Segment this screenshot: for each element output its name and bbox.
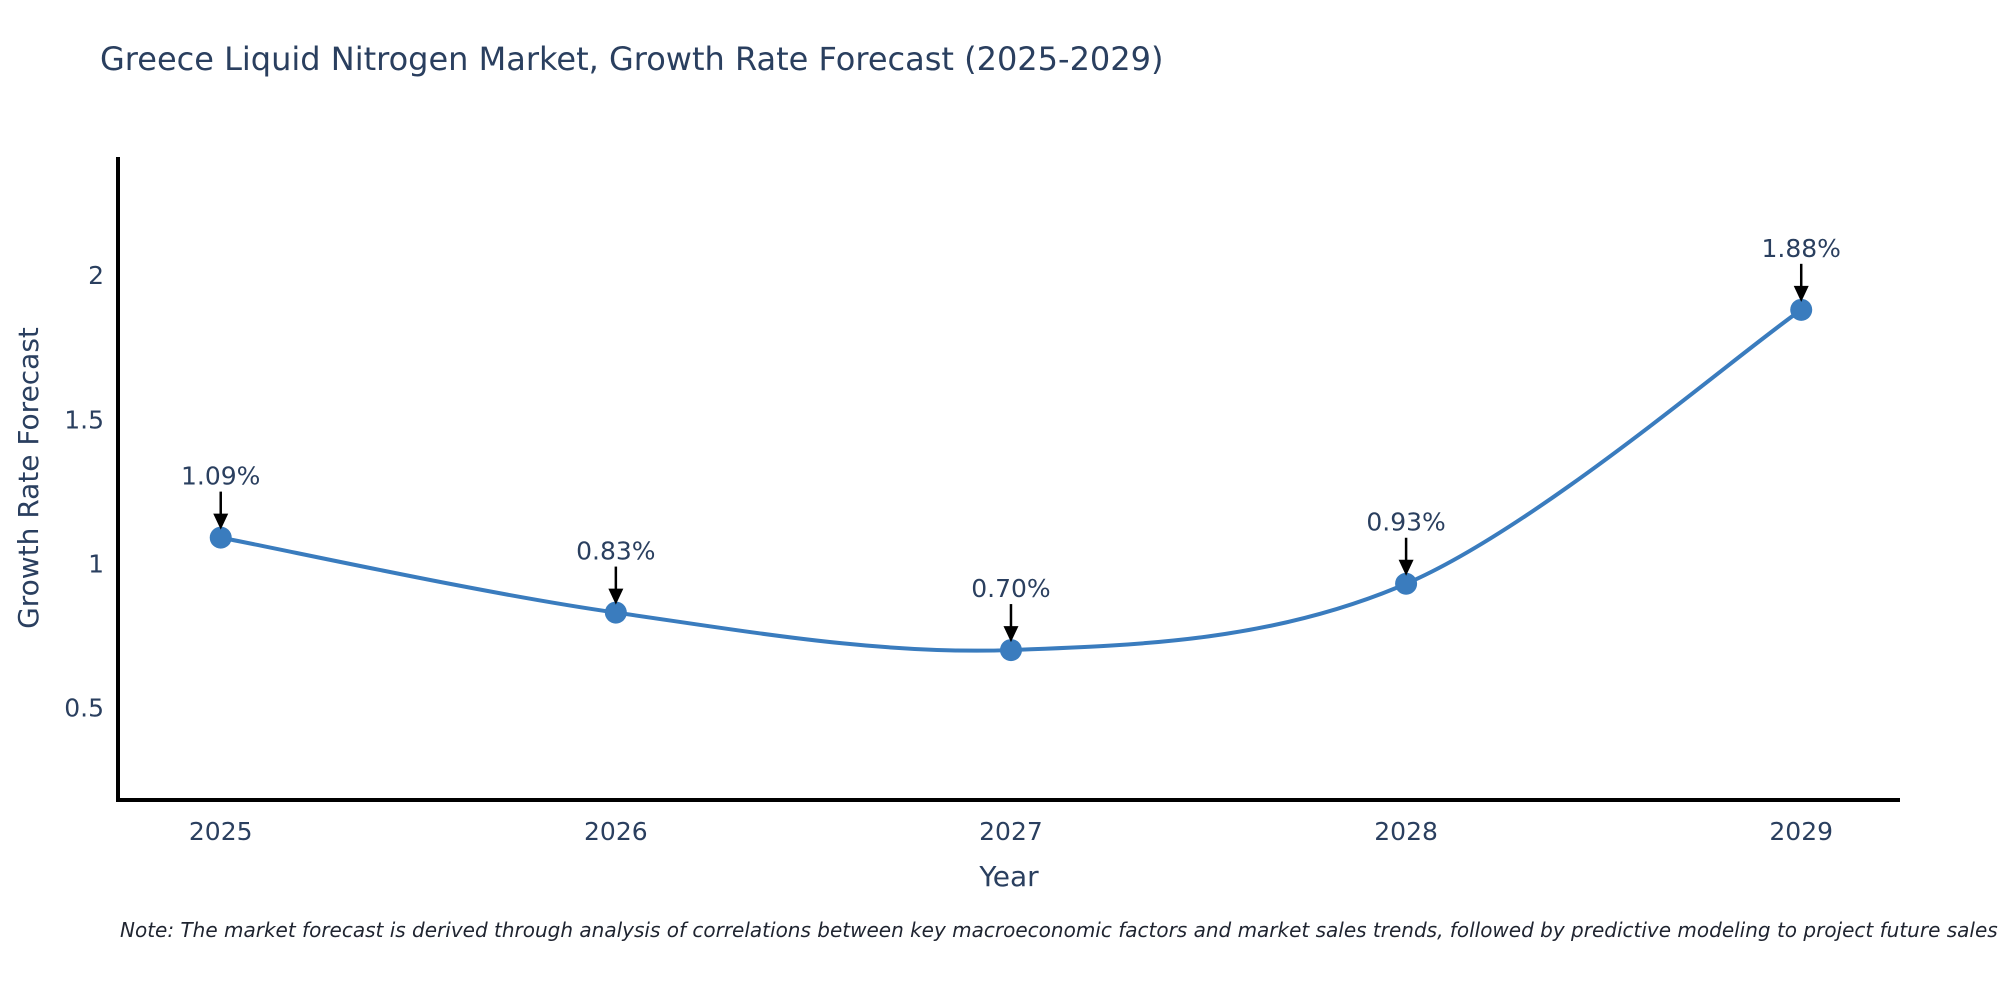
footnote: Note: The market forecast is derived thr… bbox=[120, 918, 1998, 942]
data-point-label: 1.09% bbox=[181, 462, 260, 491]
annotation-arrow-head bbox=[1398, 559, 1414, 576]
chart-title: Greece Liquid Nitrogen Market, Growth Ra… bbox=[100, 40, 1164, 78]
y-axis-ticks: 0.5 1 1.5 2 bbox=[64, 261, 104, 723]
axis-lines bbox=[116, 157, 1900, 802]
data-point-label: 0.70% bbox=[971, 574, 1050, 603]
x-axis-title: Year bbox=[978, 860, 1039, 893]
data-point-label: 0.93% bbox=[1366, 508, 1445, 537]
data-point-marker bbox=[1395, 572, 1418, 595]
y-tick-label: 1 bbox=[88, 550, 104, 579]
y-tick-label: 1.5 bbox=[64, 405, 104, 434]
data-point-marker bbox=[999, 639, 1022, 662]
x-tick-label: 2028 bbox=[1374, 817, 1438, 846]
data-point-marker bbox=[604, 601, 627, 624]
x-tick-label: 2026 bbox=[584, 817, 648, 846]
data-point-marker bbox=[1790, 298, 1813, 321]
y-axis-title: Growth Rate Forecast bbox=[12, 327, 45, 629]
point-annotations: 1.09% 0.83% 0.70% 0.93% 1.88% bbox=[181, 234, 1841, 643]
x-tick-label: 2025 bbox=[189, 817, 253, 846]
annotation-arrow-head bbox=[608, 588, 624, 605]
annotation-arrow-head bbox=[213, 513, 229, 530]
x-tick-label: 2027 bbox=[979, 817, 1043, 846]
data-points bbox=[209, 298, 1813, 662]
x-tick-label: 2029 bbox=[1769, 817, 1833, 846]
y-tick-label: 0.5 bbox=[64, 694, 104, 723]
x-axis-ticks: 2025 2026 2027 2028 2029 bbox=[189, 817, 1833, 846]
annotation-arrow-head bbox=[1003, 626, 1019, 643]
data-point-marker bbox=[209, 526, 232, 549]
annotation-arrow-head bbox=[1793, 285, 1809, 302]
y-tick-label: 2 bbox=[88, 261, 104, 290]
data-point-label: 1.88% bbox=[1762, 234, 1841, 263]
data-point-label: 0.83% bbox=[576, 537, 655, 566]
